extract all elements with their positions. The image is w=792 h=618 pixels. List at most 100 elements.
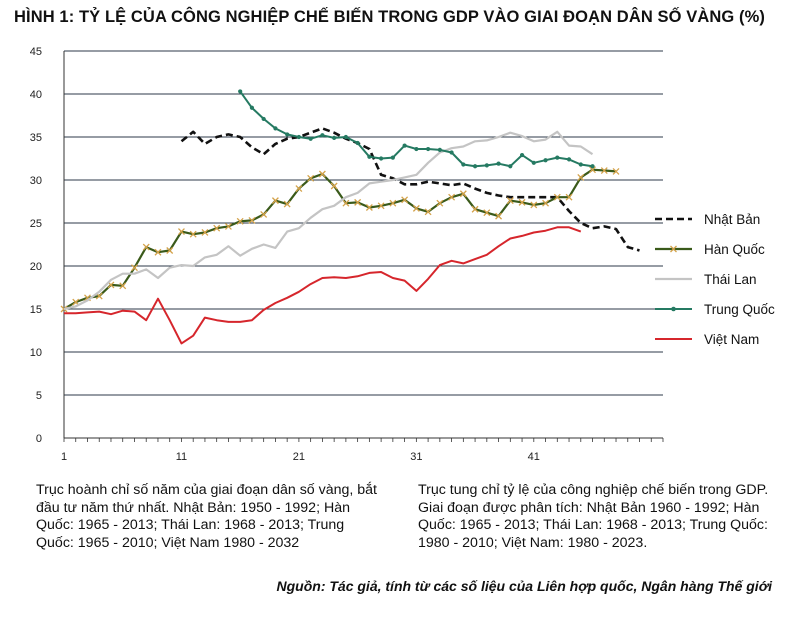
series-line bbox=[239, 90, 593, 168]
data-point-marker bbox=[436, 199, 444, 207]
legend-marker bbox=[671, 306, 676, 312]
data-point-marker bbox=[495, 212, 503, 220]
data-point-marker bbox=[600, 167, 608, 174]
data-point-marker bbox=[248, 216, 256, 224]
y-tick-label: 20 bbox=[30, 261, 42, 273]
series-line bbox=[63, 168, 617, 310]
data-point-marker bbox=[189, 230, 197, 238]
legend-item: Thái Lan bbox=[655, 272, 757, 287]
y-tick-label: 40 bbox=[30, 89, 42, 101]
data-point-marker bbox=[343, 134, 348, 140]
data-point-marker bbox=[484, 163, 489, 168]
data-point-marker bbox=[377, 202, 385, 210]
x-tick-label: 31 bbox=[410, 451, 422, 463]
series-line bbox=[64, 226, 582, 345]
data-point-marker bbox=[296, 134, 302, 140]
data-point-marker bbox=[119, 282, 127, 290]
data-point-marker bbox=[471, 205, 479, 213]
y-tick-label: 0 bbox=[36, 433, 42, 445]
legend: Nhật Bản Hàn Quốc Thái Lan Trung Quốc Việt N… bbox=[655, 212, 775, 347]
data-point-marker bbox=[412, 204, 420, 212]
data-point-marker bbox=[578, 162, 583, 167]
y-axis-note: Trục tung chỉ tỷ lệ của công nghiệp chế … bbox=[418, 482, 769, 551]
data-point-marker bbox=[555, 155, 560, 160]
data-point-marker bbox=[238, 89, 243, 94]
data-point-marker bbox=[367, 154, 372, 159]
data-point-marker bbox=[577, 173, 585, 181]
legend-label: Thái Lan bbox=[704, 272, 757, 287]
data-point-marker bbox=[307, 174, 315, 182]
data-point-marker bbox=[508, 164, 513, 169]
chart-title: HÌNH 1: TỶ LỆ CỦA CÔNG NGHIỆP CHẾ BIẾN T… bbox=[14, 8, 765, 26]
data-point-marker bbox=[519, 152, 525, 158]
legend-item: Hàn Quốc bbox=[655, 242, 765, 257]
legend-item: Việt Nam bbox=[655, 332, 759, 347]
data-point-marker bbox=[402, 143, 407, 148]
data-point-marker bbox=[318, 170, 326, 178]
y-tick-label: 10 bbox=[30, 347, 42, 359]
legend-label: Hàn Quốc bbox=[704, 242, 765, 257]
data-point-marker bbox=[295, 185, 303, 193]
data-point-marker bbox=[131, 264, 138, 272]
data-point-marker bbox=[354, 198, 362, 206]
data-point-marker bbox=[154, 248, 162, 256]
legend-label: Nhật Bản bbox=[704, 212, 760, 227]
data-point-marker bbox=[320, 133, 325, 138]
series-line bbox=[180, 127, 640, 252]
data-point-marker bbox=[332, 135, 337, 140]
data-point-marker bbox=[424, 208, 432, 216]
data-point-marker bbox=[414, 146, 419, 152]
data-point-marker bbox=[390, 155, 395, 160]
data-point-marker bbox=[461, 162, 466, 167]
data-point-marker bbox=[355, 140, 360, 146]
data-point-marker bbox=[543, 158, 548, 163]
data-point-marker bbox=[566, 157, 572, 162]
y-tick-label: 5 bbox=[36, 390, 42, 402]
y-tick-label: 30 bbox=[30, 175, 42, 187]
data-point-marker bbox=[589, 166, 596, 174]
data-point-marker bbox=[236, 217, 244, 225]
legend-label: Trung Quốc bbox=[704, 302, 775, 317]
data-point-marker bbox=[531, 160, 536, 165]
y-tick-label: 45 bbox=[30, 46, 42, 58]
data-point-marker bbox=[177, 228, 185, 236]
data-point-marker bbox=[496, 161, 501, 166]
source-note: Nguồn: Tác giả, tính từ các số liệu của … bbox=[276, 578, 773, 594]
data-point-marker bbox=[565, 193, 573, 201]
data-point-marker bbox=[201, 229, 209, 236]
data-point-marker bbox=[271, 197, 279, 205]
legend-item: Trung Quốc bbox=[655, 302, 775, 317]
data-point-marker bbox=[448, 193, 456, 201]
x-tick-label: 21 bbox=[293, 451, 305, 463]
data-point-marker bbox=[459, 190, 467, 198]
data-point-marker bbox=[72, 298, 80, 306]
data-point-marker bbox=[425, 146, 431, 152]
data-point-marker bbox=[590, 164, 595, 169]
data-point-marker bbox=[530, 201, 538, 209]
x-tick-label: 11 bbox=[176, 451, 187, 463]
data-point-marker bbox=[389, 199, 397, 207]
data-point-marker bbox=[142, 243, 150, 251]
x-tick-label: 1 bbox=[61, 451, 67, 463]
x-tick-label: 41 bbox=[528, 451, 540, 463]
data-point-marker bbox=[273, 126, 278, 131]
data-point-marker bbox=[449, 150, 454, 155]
data-point-marker bbox=[542, 199, 550, 207]
data-point-marker bbox=[166, 247, 174, 254]
data-point-marker bbox=[283, 200, 291, 208]
data-point-marker bbox=[261, 116, 266, 122]
series-4 bbox=[238, 89, 595, 169]
series-3 bbox=[63, 130, 594, 311]
data-point-marker bbox=[224, 222, 232, 230]
data-point-marker bbox=[365, 204, 373, 211]
data-point-marker bbox=[472, 164, 478, 169]
data-point-marker bbox=[518, 198, 526, 206]
data-point-marker bbox=[506, 197, 514, 205]
data-point-marker bbox=[249, 105, 255, 110]
x-axis-note: Trục hoành chỉ số năm của giai đoạn dân … bbox=[36, 482, 377, 551]
data-point-marker bbox=[330, 182, 338, 190]
data-point-marker bbox=[213, 224, 221, 232]
data-point-marker bbox=[342, 199, 350, 207]
